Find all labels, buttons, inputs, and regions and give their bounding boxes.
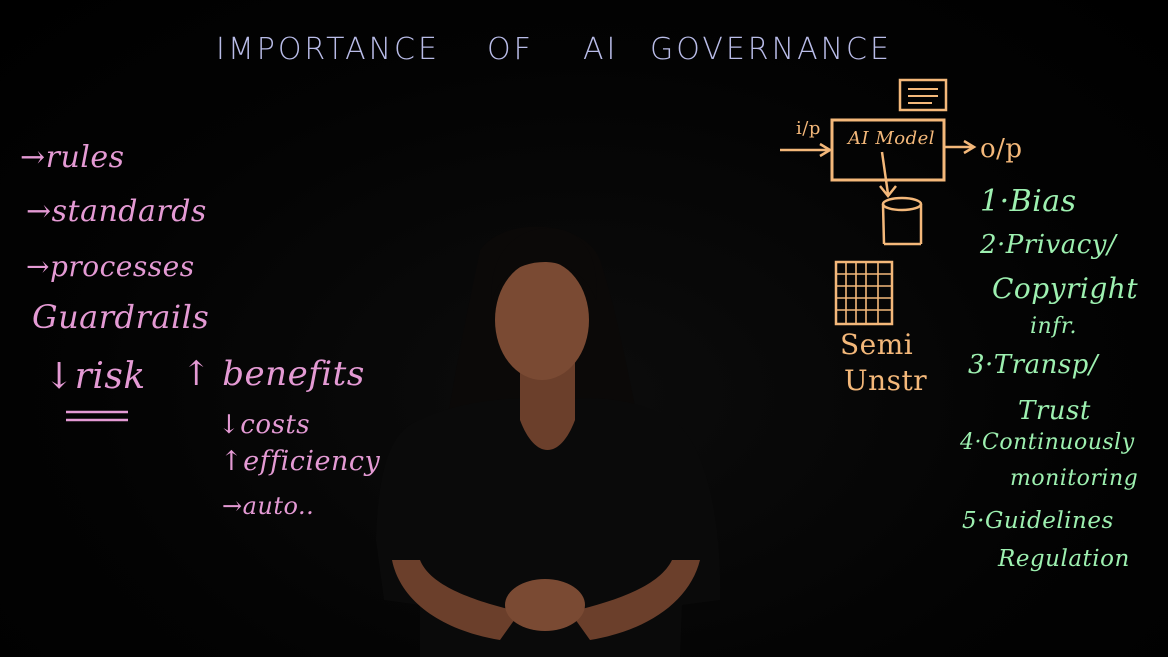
diagram-semi: Semi (840, 328, 914, 361)
list-monitoring: monitoring (1010, 466, 1139, 491)
diagram-model: AI Model (848, 128, 936, 149)
list-infr: infr. (1030, 314, 1077, 339)
left-benefits: ↑ benefits (182, 354, 365, 394)
list-copyright: Copyright (992, 272, 1139, 305)
list-regulation: Regulation (998, 546, 1130, 572)
left-costs: ↓costs (218, 410, 311, 440)
diagram-input: i/p (796, 118, 821, 139)
title-word-2: OF (487, 32, 534, 67)
diagram-unstr: Unstr (844, 364, 928, 397)
left-efficiency: ↑efficiency (220, 446, 381, 477)
list-bias: 1·Bias (980, 184, 1077, 219)
left-guardrails: Guardrails (32, 298, 210, 336)
left-processes: →processes (26, 250, 195, 283)
left-risk: ↓risk (44, 356, 146, 397)
title-word-4: GOVERNANCE (650, 32, 892, 67)
diagram-output: o/p (980, 134, 1023, 164)
list-guidelines: 5·Guidelines (962, 508, 1114, 534)
list-continuous: 4·Continuously (960, 430, 1135, 455)
left-auto: →auto.. (222, 492, 315, 520)
list-privacy: 2·Privacy/ (980, 230, 1117, 260)
left-standards: →standards (26, 194, 207, 229)
list-transp: 3·Transp/ (968, 350, 1099, 380)
left-rules: →rules (20, 140, 125, 175)
list-trust: Trust (1018, 396, 1091, 426)
title-word-1: IMPORTANCE (216, 32, 440, 67)
title-word-3: AI (583, 32, 619, 67)
